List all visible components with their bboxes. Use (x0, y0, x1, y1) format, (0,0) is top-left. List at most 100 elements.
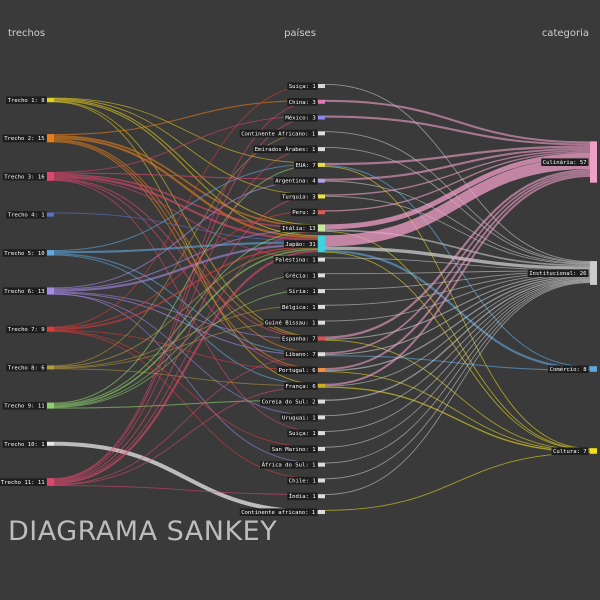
node-label-bg (260, 397, 318, 406)
link-pais-categoria (324, 452, 591, 511)
node-middle[interactable] (318, 431, 325, 436)
link-trecho-pais (53, 164, 319, 404)
link-pais-categoria (324, 355, 591, 371)
link-pais-categoria (324, 180, 591, 264)
link-pais-categoria (324, 280, 591, 448)
node-right[interactable] (590, 141, 597, 183)
node-label-middle: China: 3 (289, 100, 316, 106)
node-left[interactable] (47, 326, 54, 332)
node-middle[interactable] (318, 399, 325, 404)
link-pais-categoria (324, 195, 591, 265)
node-middle[interactable] (318, 257, 325, 262)
node-label-middle: Suiça: 1 (289, 84, 316, 90)
node-label-middle: Síria: 1 (289, 288, 316, 295)
link-trecho-pais (53, 293, 319, 464)
node-left[interactable] (47, 478, 54, 486)
link-trecho-pais (53, 248, 319, 407)
node-middle[interactable] (318, 462, 325, 467)
node-middle[interactable] (318, 478, 325, 483)
node-label-middle: Portugal: 6 (279, 368, 316, 374)
node-middle[interactable] (318, 273, 325, 278)
link-trecho-pais (53, 163, 319, 252)
link-trecho-pais (53, 83, 319, 328)
link-pais-categoria (324, 151, 591, 212)
node-middle[interactable] (318, 289, 325, 294)
node-label-middle: EUA: 7 (296, 163, 316, 169)
link-trecho-pais (53, 253, 319, 355)
node-left[interactable] (47, 134, 54, 143)
node-label-bg (541, 158, 589, 166)
node-middle[interactable] (318, 510, 325, 514)
link-trecho-pais (53, 175, 319, 241)
node-middle[interactable] (318, 210, 325, 215)
node-middle[interactable] (318, 368, 325, 372)
node-label-bg (287, 287, 318, 296)
node-middle[interactable] (318, 178, 325, 183)
node-middle[interactable] (318, 84, 325, 88)
node-label-middle: Coreia do Sul: 2 (262, 400, 316, 406)
node-middle[interactable] (318, 320, 325, 325)
node-label-bg (280, 334, 318, 343)
node-label-bg (273, 255, 318, 264)
node-left[interactable] (47, 365, 54, 370)
link-pais-categoria (324, 274, 591, 356)
link-trecho-pais (53, 100, 319, 479)
node-right[interactable] (590, 366, 597, 372)
node-label-bg (273, 177, 318, 185)
node-left[interactable] (47, 441, 54, 446)
link-trecho-pais (53, 180, 319, 432)
link-pais-categoria (324, 282, 591, 496)
node-middle[interactable] (318, 415, 325, 420)
node-label-right: Culinária: 57 (543, 159, 587, 166)
node-middle[interactable] (318, 99, 325, 104)
link-pais-categoria (324, 280, 591, 464)
node-middle[interactable] (318, 235, 325, 253)
node-label-bg (0, 478, 47, 486)
link-trecho-pais (53, 141, 319, 370)
node-label-middle: Peru: 2 (292, 210, 316, 216)
node-label-middle: Suiça: 1 (289, 431, 316, 437)
node-middle[interactable] (318, 224, 325, 232)
node-middle[interactable] (318, 147, 325, 152)
header-trechos: trechos (8, 28, 45, 39)
link-trecho-pais (53, 101, 319, 385)
node-middle[interactable] (318, 494, 325, 499)
link-pais-categoria (324, 147, 591, 181)
node-left[interactable] (47, 97, 54, 103)
node-middle[interactable] (318, 162, 325, 167)
node-middle[interactable] (318, 352, 325, 357)
link-trecho-pais (53, 98, 319, 226)
node-middle[interactable] (318, 115, 325, 120)
link-trecho-pais (53, 179, 319, 289)
node-label-bg (260, 461, 318, 469)
link-trecho-pais (53, 139, 319, 339)
node-left[interactable] (47, 212, 54, 217)
node-middle[interactable] (318, 336, 325, 341)
node-label-middle: Japão: 31 (285, 242, 315, 248)
link-pais-categoria (324, 172, 591, 370)
node-label-left: Trecho 11: 11 (1, 480, 45, 486)
node-label-left: Trecho 3: 16 (4, 174, 44, 180)
node-label-bg (2, 402, 47, 410)
node-left[interactable] (47, 250, 54, 256)
node-label-bg (280, 224, 318, 232)
node-middle[interactable] (318, 131, 325, 136)
node-label-right: Institucional: 26 (529, 271, 586, 277)
node-left[interactable] (47, 287, 54, 295)
node-label-middle: San Marino: 1 (272, 447, 316, 453)
node-label-left: Trecho 2: 15 (4, 136, 44, 142)
node-right[interactable] (590, 448, 597, 454)
node-middle[interactable] (318, 304, 325, 309)
node-label-middle: Bélgica: 1 (282, 304, 316, 311)
node-middle[interactable] (318, 446, 325, 451)
node-left[interactable] (47, 172, 54, 181)
node-middle[interactable] (318, 194, 325, 199)
node-left[interactable] (47, 402, 54, 409)
node-middle[interactable] (318, 383, 325, 388)
link-trecho-pais (53, 250, 319, 485)
link-trecho-pais (53, 329, 319, 371)
node-label-middle: México: 3 (285, 115, 315, 122)
node-right[interactable] (590, 261, 597, 285)
link-trecho-pais (53, 135, 319, 228)
link-pais-categoria (324, 168, 591, 339)
